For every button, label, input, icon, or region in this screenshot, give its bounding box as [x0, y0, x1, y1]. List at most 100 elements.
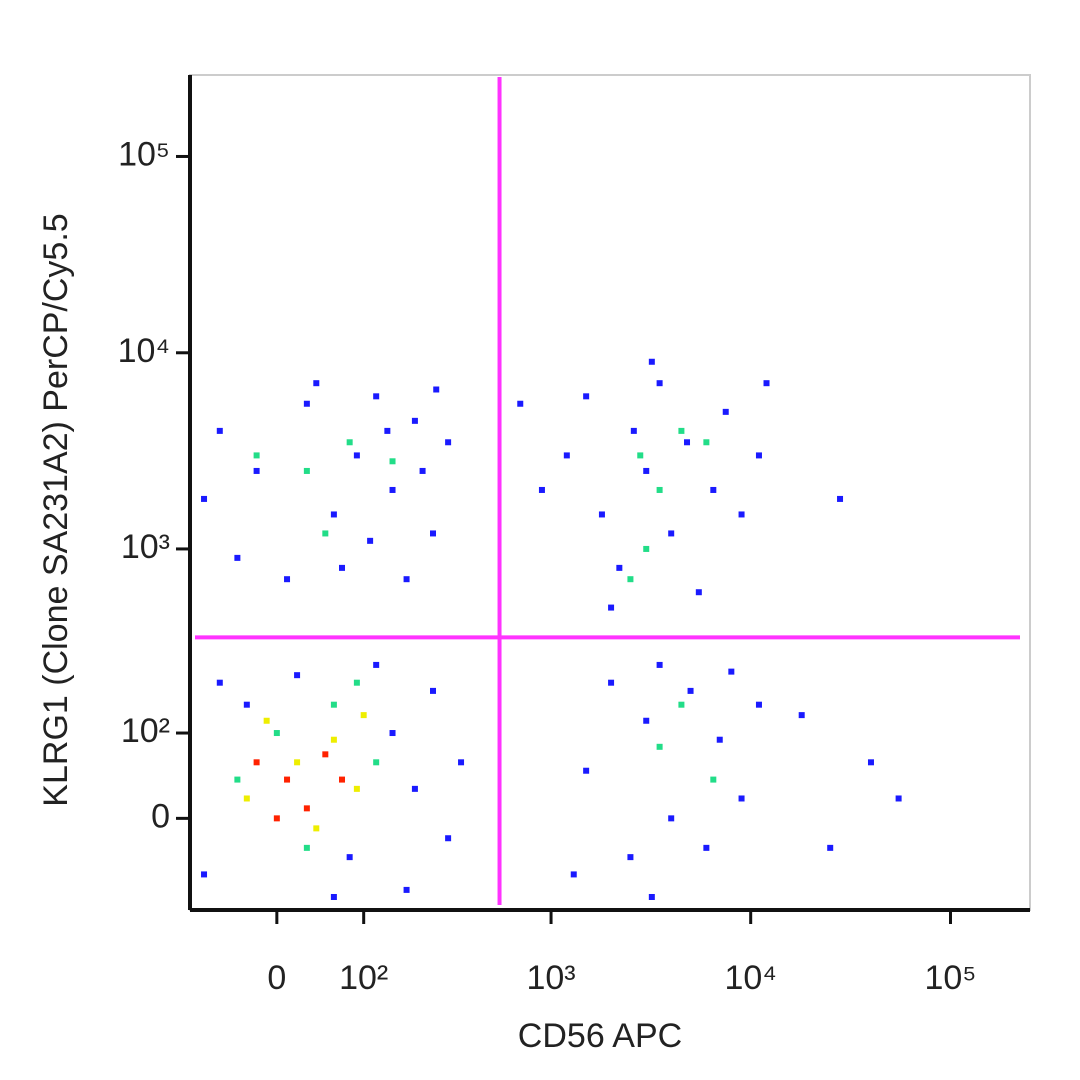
x-tick-label: 0 [267, 959, 286, 997]
y-tick-label: 10³ [121, 528, 170, 566]
y-tick-label: 10² [121, 712, 170, 750]
data-point [703, 439, 710, 446]
data-point [330, 736, 337, 743]
data-point [253, 759, 260, 766]
data-point [563, 452, 570, 459]
data-point [755, 701, 762, 708]
data-point [419, 467, 426, 474]
data-point [728, 668, 735, 675]
data-point [389, 458, 396, 465]
data-point [678, 427, 685, 434]
data-point [346, 854, 353, 861]
data-point [353, 452, 360, 459]
data-point [643, 717, 650, 724]
data-point [253, 467, 260, 474]
data-point [798, 712, 805, 719]
data-point [403, 886, 410, 893]
data-point [583, 393, 590, 400]
data-point [330, 511, 337, 518]
data-point [684, 439, 691, 446]
data-point [648, 893, 655, 900]
data-point [430, 530, 437, 537]
y-axis-label: KLRG1 (Clone SA231A2) PerCP/Cy5.5 [37, 213, 75, 806]
data-point [403, 576, 410, 583]
data-point [837, 495, 844, 502]
data-point [303, 400, 310, 407]
data-point [656, 486, 663, 493]
data-point [389, 730, 396, 737]
data-point [668, 530, 675, 537]
data-point [253, 452, 260, 459]
plot-frame [189, 74, 1031, 911]
data-point [303, 467, 310, 474]
data-point [430, 687, 437, 694]
data-point [630, 427, 637, 434]
data-point [330, 893, 337, 900]
data-point [538, 486, 545, 493]
data-point [656, 743, 663, 750]
data-point [668, 815, 675, 822]
data-point [339, 564, 346, 571]
data-point [243, 701, 250, 708]
data-point [678, 701, 685, 708]
data-point [234, 776, 241, 783]
data-point [643, 467, 650, 474]
x-tick-label: 10² [339, 959, 388, 997]
data-point [608, 679, 615, 686]
data-point [637, 452, 644, 459]
data-point [263, 717, 270, 724]
data-point [703, 844, 710, 851]
data-point [738, 795, 745, 802]
data-point [445, 439, 452, 446]
x-tick-label: 10⁴ [724, 959, 776, 997]
data-point [273, 730, 280, 737]
data-point [716, 736, 723, 743]
data-point [367, 537, 374, 544]
x-tick-label: 10⁵ [925, 959, 977, 997]
data-point [433, 386, 440, 393]
data-point [656, 380, 663, 387]
data-point [411, 417, 418, 424]
data-point [763, 380, 770, 387]
data-point [722, 408, 729, 415]
data-point [373, 661, 380, 668]
data-point [284, 576, 291, 583]
data-point [656, 661, 663, 668]
data-point [411, 785, 418, 792]
data-point [243, 795, 250, 802]
data-point [384, 427, 391, 434]
data-point [627, 854, 634, 861]
data-point [273, 815, 280, 822]
data-point [201, 495, 208, 502]
data-point [458, 759, 465, 766]
data-point [867, 759, 874, 766]
x-tick-label: 10³ [526, 959, 575, 997]
data-point [330, 701, 337, 708]
data-point [216, 427, 223, 434]
data-point [234, 554, 241, 561]
data-point [201, 871, 208, 878]
data-point [360, 712, 367, 719]
data-point [445, 835, 452, 842]
data-point [353, 679, 360, 686]
data-point [216, 679, 223, 686]
data-point [339, 776, 346, 783]
x-axis-label: CD56 APC [518, 1017, 682, 1055]
data-point [695, 589, 702, 596]
y-tick-label: 0 [151, 797, 170, 835]
data-point [570, 871, 577, 878]
data-point [738, 511, 745, 518]
data-point [583, 767, 590, 774]
data-point [895, 795, 902, 802]
data-point [353, 785, 360, 792]
data-point [648, 358, 655, 365]
data-point [294, 759, 301, 766]
data-point [710, 776, 717, 783]
data-point [303, 844, 310, 851]
data-point [322, 751, 329, 758]
y-tick-label: 10⁵ [118, 135, 170, 173]
data-point [643, 545, 650, 552]
y-tick-label: 10⁴ [118, 332, 170, 370]
data-point [755, 452, 762, 459]
